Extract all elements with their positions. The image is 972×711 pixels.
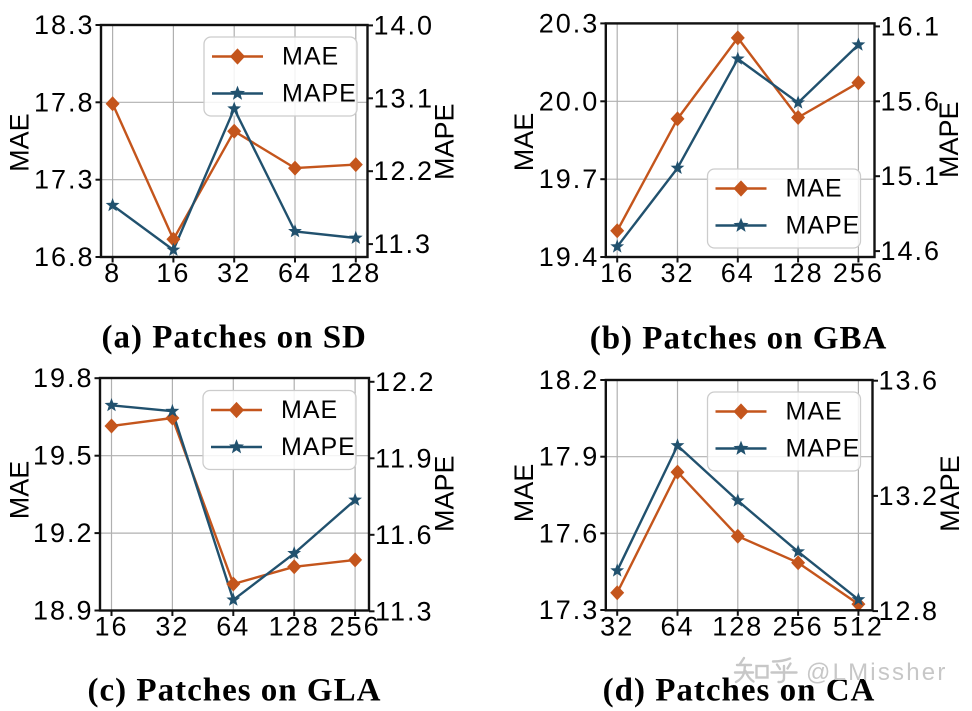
svg-text:17.9: 17.9 bbox=[539, 442, 600, 472]
svg-text:128: 128 bbox=[712, 611, 763, 641]
svg-text:11.3: 11.3 bbox=[374, 229, 433, 259]
svg-text:32: 32 bbox=[155, 612, 189, 642]
svg-text:18.3: 18.3 bbox=[34, 10, 95, 40]
svg-text:20.0: 20.0 bbox=[539, 86, 600, 116]
svg-text:64: 64 bbox=[721, 258, 755, 288]
svg-text:(c) Patches on GLA: (c) Patches on GLA bbox=[88, 673, 382, 709]
svg-text:32: 32 bbox=[660, 258, 694, 288]
svg-text:19.8: 19.8 bbox=[33, 363, 94, 393]
svg-text:256: 256 bbox=[773, 611, 824, 641]
svg-text:MAPE: MAPE bbox=[935, 455, 965, 532]
svg-text:256: 256 bbox=[833, 258, 884, 288]
svg-text:8: 8 bbox=[104, 258, 121, 288]
svg-text:MAE: MAE bbox=[282, 43, 339, 71]
svg-text:11.3: 11.3 bbox=[375, 596, 434, 626]
svg-text:17.6: 17.6 bbox=[539, 518, 600, 548]
svg-text:64: 64 bbox=[660, 611, 694, 641]
svg-text:12.2: 12.2 bbox=[375, 367, 436, 397]
svg-text:18.2: 18.2 bbox=[539, 365, 600, 395]
svg-text:16: 16 bbox=[600, 258, 634, 288]
svg-text:MAE: MAE bbox=[5, 113, 35, 172]
svg-text:19.5: 19.5 bbox=[33, 441, 94, 471]
svg-text:MAE: MAE bbox=[509, 464, 539, 523]
svg-text:(b) Patches on GBA: (b) Patches on GBA bbox=[590, 321, 888, 357]
svg-text:MAPE: MAPE bbox=[282, 80, 357, 108]
svg-text:@LMissher: @LMissher bbox=[806, 659, 948, 686]
svg-text:512: 512 bbox=[833, 611, 884, 641]
svg-text:MAPE: MAPE bbox=[281, 433, 356, 461]
svg-text:32: 32 bbox=[217, 258, 251, 288]
svg-text:11.9: 11.9 bbox=[375, 443, 434, 473]
svg-text:17.8: 17.8 bbox=[34, 87, 95, 117]
svg-text:15.1: 15.1 bbox=[881, 161, 942, 191]
svg-text:64: 64 bbox=[278, 258, 312, 288]
svg-text:17.3: 17.3 bbox=[539, 595, 600, 625]
svg-text:64: 64 bbox=[216, 612, 250, 642]
svg-text:MAE: MAE bbox=[281, 396, 338, 424]
svg-text:16: 16 bbox=[94, 612, 128, 642]
svg-text:128: 128 bbox=[773, 258, 824, 288]
svg-text:12.2: 12.2 bbox=[374, 156, 435, 186]
svg-text:16: 16 bbox=[156, 258, 190, 288]
svg-text:19.7: 19.7 bbox=[539, 164, 600, 194]
svg-text:MAE: MAE bbox=[509, 113, 539, 172]
svg-text:MAE: MAE bbox=[5, 461, 35, 520]
svg-text:MAPE: MAPE bbox=[934, 101, 964, 178]
svg-text:256: 256 bbox=[330, 612, 381, 642]
svg-text:16.1: 16.1 bbox=[881, 11, 942, 41]
svg-text:13.6: 13.6 bbox=[879, 366, 940, 396]
svg-text:18.9: 18.9 bbox=[33, 596, 94, 626]
svg-text:128: 128 bbox=[330, 258, 381, 288]
svg-text:MAE: MAE bbox=[786, 398, 843, 426]
svg-text:17.3: 17.3 bbox=[34, 165, 95, 195]
svg-text:19.4: 19.4 bbox=[539, 242, 600, 272]
svg-text:19.2: 19.2 bbox=[33, 518, 94, 548]
svg-text:12.8: 12.8 bbox=[879, 596, 940, 626]
svg-text:14.6: 14.6 bbox=[881, 236, 942, 266]
svg-text:11.6: 11.6 bbox=[375, 520, 434, 550]
svg-text:MAPE: MAPE bbox=[430, 455, 460, 532]
svg-text:(a) Patches on SD: (a) Patches on SD bbox=[101, 320, 366, 356]
svg-text:14.0: 14.0 bbox=[374, 10, 435, 40]
svg-text:MAPE: MAPE bbox=[430, 103, 460, 180]
svg-text:15.6: 15.6 bbox=[881, 86, 942, 116]
svg-text:(d) Patches on CA: (d) Patches on CA bbox=[603, 673, 876, 709]
svg-text:32: 32 bbox=[600, 611, 634, 641]
svg-text:MAPE: MAPE bbox=[786, 435, 861, 463]
svg-text:20.3: 20.3 bbox=[539, 8, 600, 38]
svg-text:16.8: 16.8 bbox=[34, 242, 95, 272]
svg-text:13.1: 13.1 bbox=[374, 83, 435, 113]
svg-text:13.2: 13.2 bbox=[879, 481, 940, 511]
svg-text:MAPE: MAPE bbox=[786, 212, 861, 240]
svg-text:MAE: MAE bbox=[786, 175, 843, 203]
svg-text:128: 128 bbox=[269, 612, 320, 642]
